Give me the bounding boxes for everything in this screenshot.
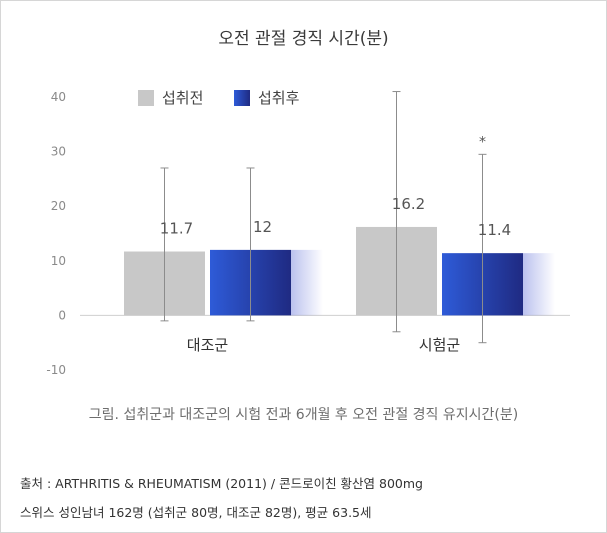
y-tick-label: -10	[46, 363, 66, 377]
y-tick-label: 0	[58, 308, 66, 322]
y-tick-label: 30	[51, 145, 66, 159]
bar-glow	[291, 249, 323, 316]
value-label: 11.7	[160, 220, 193, 238]
y-tick-label: 10	[51, 254, 66, 268]
value-label: 11.4	[478, 221, 511, 239]
legend-swatch-before	[138, 90, 154, 106]
y-tick-label: 40	[51, 90, 66, 104]
value-label: 16.2	[392, 195, 425, 213]
bar-chart: -10 0 10 20 30 40 11.7 16.2 12 11.4 * 대조군 시험군 섭취전 섭취…	[46, 89, 570, 377]
value-label: 12	[253, 218, 272, 236]
legend-swatch-after	[234, 90, 250, 106]
chart-title: 오전 관절 경직 시간(분)	[218, 29, 389, 49]
significance-marker: *	[479, 134, 486, 150]
legend-label-before: 섭취전	[162, 89, 203, 107]
category-label-control: 대조군	[187, 336, 229, 354]
source-line-1: 출처 : ARTHRITIS & RHEUMATISM (2011) / 콘드로…	[20, 476, 423, 491]
bar-glow	[523, 253, 555, 316]
y-tick-label: 20	[51, 199, 66, 213]
source-line-2: 스위스 성인남녀 162명 (섭취군 80명, 대조군 82명), 평균 63.…	[20, 505, 372, 520]
category-label-test: 시험군	[419, 336, 461, 354]
figure-caption: 그림. 섭취군과 대조군의 시험 전과 6개월 후 오전 관절 경직 유지시간(…	[88, 407, 519, 423]
legend-label-after: 섭취후	[258, 89, 300, 107]
